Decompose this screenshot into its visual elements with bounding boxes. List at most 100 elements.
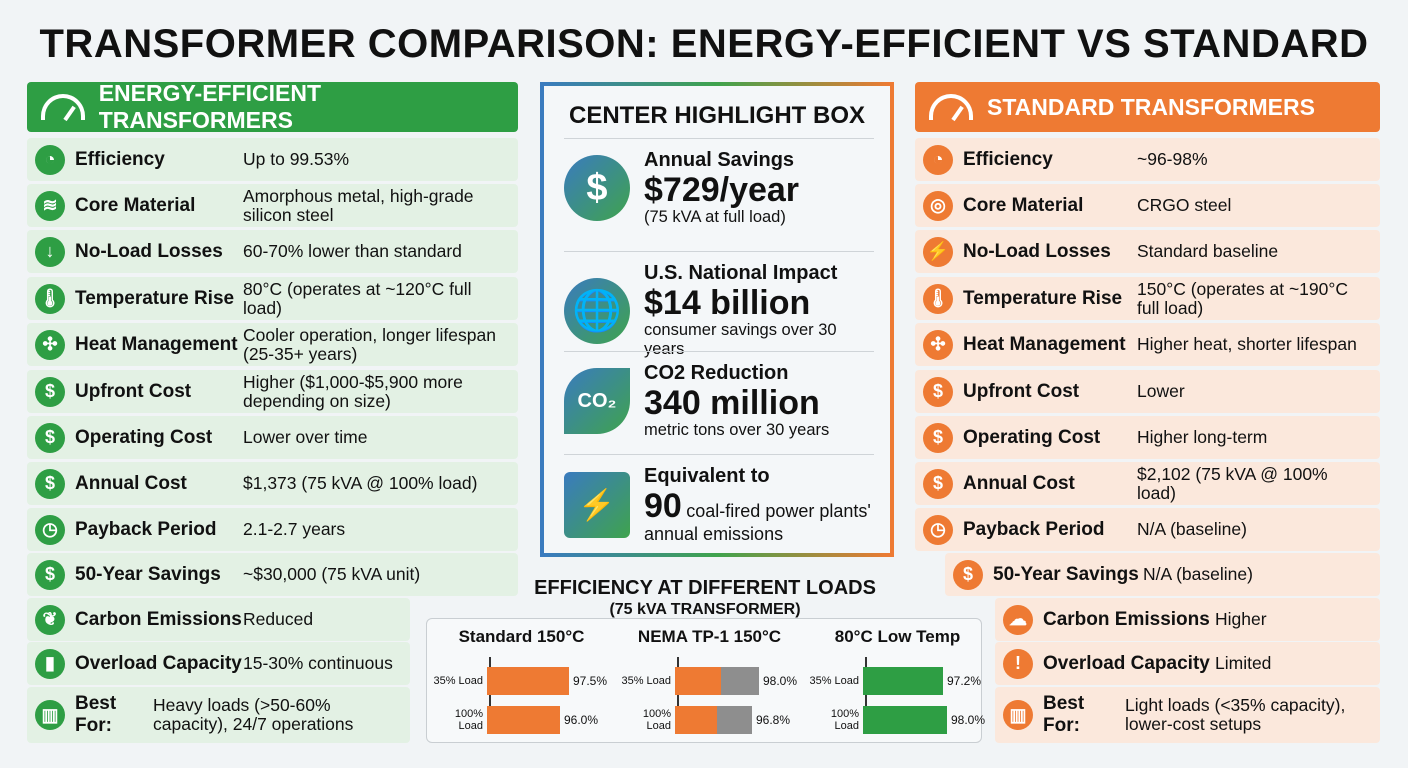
category-label: 100% Load [830,708,859,732]
row-value: Reduced [243,609,314,629]
co2-leaf-icon: ❦ [35,604,65,635]
row-label: Efficiency [963,148,1053,170]
dollar-icon: $ [923,468,953,499]
row-label: Core Material [75,194,196,216]
row-label: Overload Capacity [1043,652,1210,674]
row-value: Higher [1215,609,1267,629]
chart-title: EFFICIENCY AT DIFFERENT LOADS (75 kVA TRA… [425,578,985,620]
bar [487,706,560,734]
highlight-value: 90 [644,487,682,525]
data-label: 97.5% [573,674,608,688]
dollar-clock-icon: $ [35,422,65,453]
row-label: Temperature Rise [963,287,1123,309]
comparison-row: $ 50-Year Savings N/A (baseline) [945,553,1380,596]
co2-leaf-icon: CO₂ [564,368,630,434]
row-value: 2.1-2.7 years [243,519,346,539]
data-label: 98.0% [951,713,986,727]
bar [487,667,569,695]
globe-dollar-icon: 🌐 [564,277,630,344]
panel-title: 80°C Low Temp [834,627,961,646]
comparison-row: ⚡ No-Load Losses Standard baseline [915,230,1380,273]
axis-line [677,657,679,733]
row-value: Standard baseline [1137,241,1279,261]
row-value: Limited [1215,653,1272,673]
row-label: Heat Management [963,333,1126,355]
bar [863,706,947,734]
row-label: Core Material [963,194,1084,216]
fan-icon: ✣ [35,329,65,360]
data-label: 97.2% [947,674,982,688]
row-label: No-Load Losses [963,240,1111,262]
row-value: Lower over time [243,427,368,447]
calendar-clock-icon: ◷ [35,514,65,545]
row-label: Annual Cost [963,472,1075,494]
row-label: Payback Period [963,518,1105,540]
comparison-row: $ 50-Year Savings ~$30,000 (75 kVA unit) [27,553,518,596]
category-label: 100% Load [454,708,483,732]
row-value: CRGO steel [1137,195,1232,215]
gauge-icon [41,94,85,120]
chart-subtitle: (75 kVA TRANSFORMER) [609,601,801,618]
header-label: STANDARD TRANSFORMERS [987,93,1315,120]
dollar-icon: $ [564,155,630,221]
row-value: $1,373 (75 kVA @ 100% load) [243,473,478,493]
row-value: N/A (baseline) [1143,564,1253,584]
highlight-value: $14 billion [644,284,811,322]
row-label: Upfront Cost [75,380,192,402]
chart-title-text: EFFICIENCY AT DIFFERENT LOADS [534,577,876,599]
row-value: N/A (baseline) [1137,519,1247,539]
row-label: Efficiency [75,148,165,170]
highlight-value: 340 million [644,384,820,422]
dollar-icon: $ [35,376,65,407]
highlight-item: CO₂ CO2 Reduction 340 million metric ton… [564,351,874,440]
page-title: TRANSFORMER COMPARISON: ENERGY-EFFICIENT… [39,22,1369,66]
row-label: Carbon Emissions [1043,608,1210,630]
row-value: Higher ($1,000-$5,900 more depending on … [243,371,463,411]
comparison-row: ◎ Core Material CRGO steel [915,184,1380,227]
comparison-row: ≋ Core Material Amorphous metal, high-gr… [27,184,518,227]
row-label: Best For: [1043,693,1085,736]
down-bolt-icon: ↓ [35,236,65,267]
row-label: 50-Year Savings [993,563,1139,585]
category-label: 100% Load [642,708,671,732]
comparison-row: ✣ Heat Management Cooler operation, long… [27,323,518,366]
row-value: Heavy loads (>50-60% capacity), 24/7 ope… [153,695,354,734]
chart-panel: 80°C Low Temp 35% Load 97.2% 100% Load 98.… [805,627,990,734]
gauge-icon: ◔ [35,144,65,175]
highlight-detail: coal-fired power plants' annual emission… [644,501,871,544]
panel-title: NEMA TP-1 150°C [637,627,782,646]
category-label: 35% Load [621,675,671,687]
row-label: Payback Period [75,518,217,540]
row-label: 50-Year Savings [75,563,221,585]
center-highlight-box: CENTER HIGHLIGHT BOX $ Annual Savings $7… [540,82,894,557]
data-label: 98.0% [763,674,798,688]
standard-header: STANDARD TRANSFORMERS [915,82,1380,132]
comparison-row: 🌡 Temperature Rise 150°C (operates at ~1… [915,277,1380,320]
row-label: No-Load Losses [75,240,223,262]
bar [675,667,759,695]
category-label: 35% Load [809,675,859,687]
row-value: 80°C (operates at ~120°C full load) [243,278,472,318]
axis-line [489,657,491,733]
comparison-row: $ Upfront Cost Lower [915,370,1380,413]
row-label: Operating Cost [75,426,213,448]
highlight-item: $ Annual Savings $729/year (75 kVA at fu… [564,138,874,227]
row-label: Overload Capacity [75,652,242,674]
bolt-icon: ⚡ [923,236,953,267]
axis-line [865,657,867,733]
efficiency-chart: Standard 150°C 35% Load 97.5% 100% Load 96… [426,618,985,743]
comparison-row: ☁ Carbon Emissions Higher [995,598,1380,641]
calendar-clock-icon: ◷ [923,514,953,545]
row-value: 150°C (operates at ~190°C full load) [1137,278,1348,318]
highlight-title: CENTER HIGHLIGHT BOX [568,102,865,129]
comparison-row: $ Operating Cost Higher long-term [915,416,1380,459]
row-value: ~96-98% [1137,149,1208,169]
comparison-row: ✣ Heat Management Higher heat, shorter l… [915,323,1380,366]
row-value: Up to 99.53% [243,149,350,169]
steel-coil-icon: ◎ [923,190,953,221]
bar [675,706,752,734]
heat-fan-icon: ✣ [923,329,953,360]
row-value: ~$30,000 (75 kVA unit) [243,564,421,584]
row-value: 15-30% continuous [243,653,393,673]
buildings-icon: ▥ [35,700,65,730]
